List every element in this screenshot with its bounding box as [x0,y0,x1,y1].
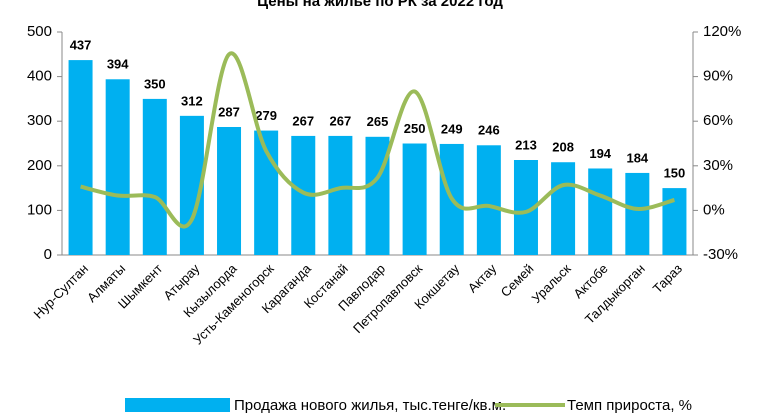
y-tick-label: 200 [27,157,52,174]
bar [328,135,353,255]
y-tick-label: 400 [27,68,52,85]
chart-title: Цены на жилье по РК за 2022 год [257,0,503,10]
data-label: 250 [404,121,426,136]
data-label: 208 [552,140,574,155]
data-label: 287 [218,104,240,119]
y-tick-label: 100 [27,201,52,218]
y2-tick-label: 30% [703,157,733,174]
x-tick-label: Тараз [650,261,685,296]
data-label: 437 [70,38,92,53]
x-tick-label: Актау [465,261,500,296]
data-label: 213 [515,137,537,152]
y-tick-label: 0 [44,246,52,263]
data-label: 394 [107,57,129,72]
bar [68,60,93,256]
bar [142,98,167,256]
bar [588,168,613,255]
bar [625,172,650,255]
bar [476,145,501,255]
bar [105,79,130,255]
bar [551,162,576,255]
data-label: 246 [478,123,500,138]
y-tick-label: 300 [27,112,52,129]
data-label: 267 [330,113,352,128]
y-tick-label: 500 [27,23,52,40]
data-label: 267 [292,113,314,128]
data-label: 265 [367,114,389,129]
legend-label: Продажа нового жилья, тыс.тенге/кв.м. [234,397,506,414]
y2-tick-label: 0% [703,201,725,218]
legend-swatch [125,398,230,412]
bar [402,143,427,255]
data-label: 350 [144,76,166,91]
growth-line [80,51,675,229]
data-label: 184 [626,150,648,165]
data-label: 312 [181,93,203,108]
x-tick-label: Уральск [529,261,574,306]
y2-tick-label: -30% [703,246,738,263]
y2-tick-label: 90% [703,68,733,85]
bar [662,188,687,255]
x-tick-label: Нур-Султан [30,261,91,322]
data-label: 279 [255,108,277,123]
y2-tick-label: 120% [703,23,741,40]
data-label: 150 [664,166,686,181]
data-label: 249 [441,121,463,136]
data-label: 194 [589,146,611,161]
y2-tick-label: 60% [703,112,733,129]
legend-label: Темп прироста, % [567,397,692,414]
bar [217,126,242,255]
